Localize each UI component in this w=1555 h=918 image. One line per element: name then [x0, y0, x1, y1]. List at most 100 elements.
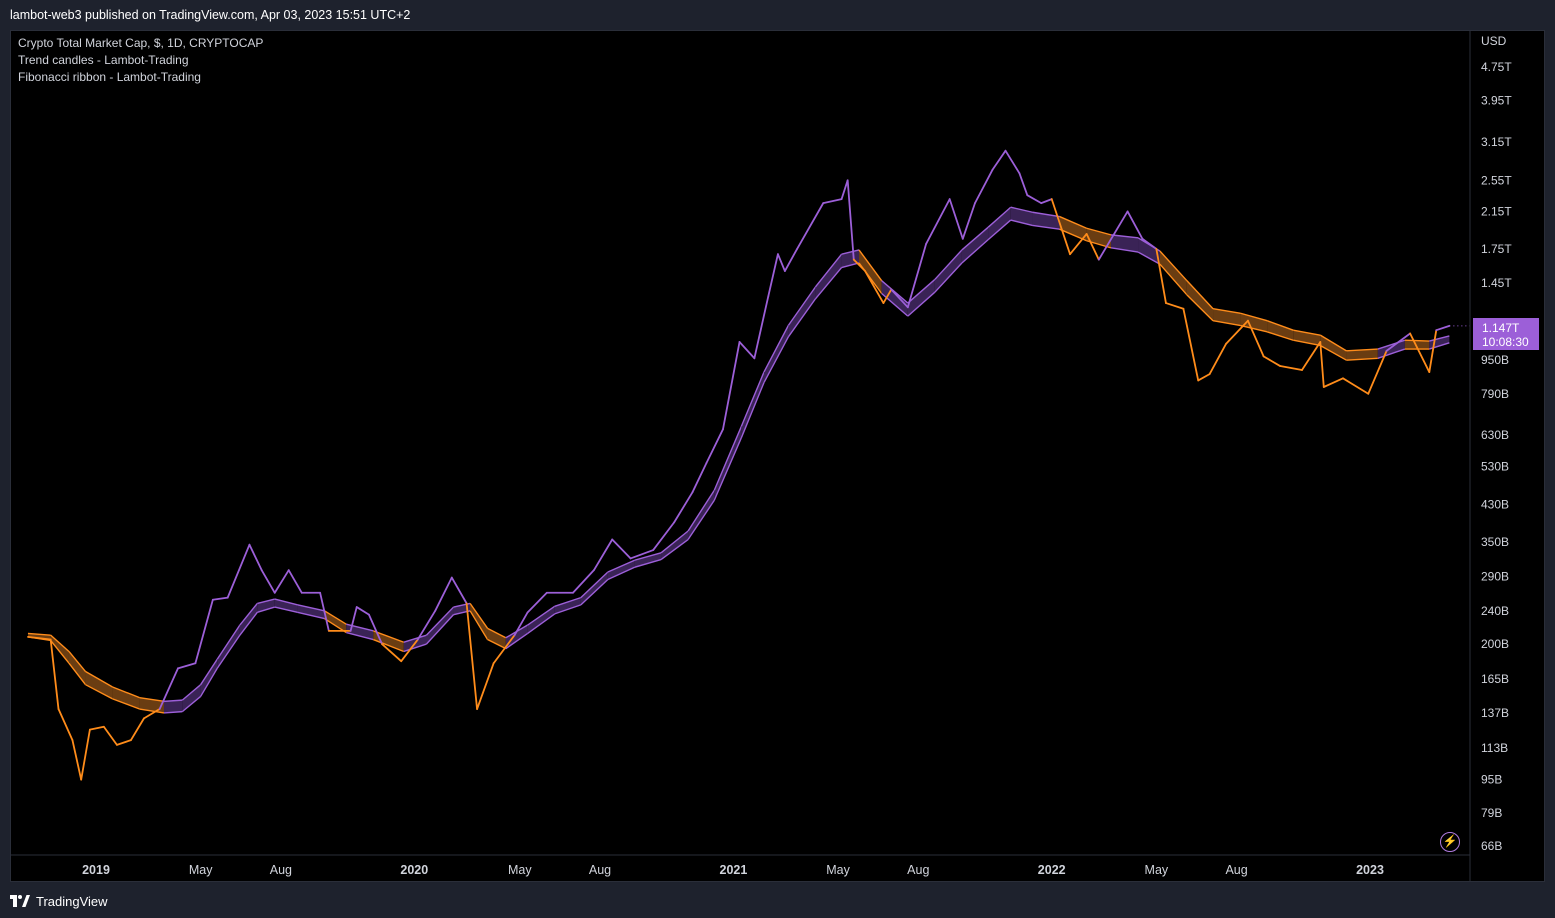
ribbon-upper-edge — [814, 253, 843, 288]
price-segment — [1342, 377, 1370, 395]
price-segment — [368, 613, 383, 645]
price-segment — [88, 725, 105, 731]
price-segment — [1301, 341, 1322, 371]
ribbon-upper-edge — [554, 596, 582, 607]
price-axis-tick-label: 95B — [1481, 773, 1502, 787]
ribbon-lower-edge — [961, 239, 989, 264]
ribbon-upper-edge — [713, 426, 742, 491]
last-price-label: 1.147T 10:08:30 — [1473, 318, 1539, 350]
ribbon-lower-edge — [257, 606, 275, 614]
ribbon-upper-edge — [1186, 280, 1214, 310]
price-axis-tick-label: 4.75T — [1481, 60, 1512, 74]
lightning-bolt-icon[interactable]: ⚡ — [1440, 832, 1460, 852]
ribbon-upper-edge — [1346, 348, 1378, 352]
time-axis-tick-label: May — [826, 863, 850, 877]
ribbon-lower-edge — [787, 298, 816, 338]
price-segment — [738, 341, 756, 360]
price-segment — [796, 202, 825, 250]
price-segment — [1018, 172, 1029, 197]
price-axis-tick-label: 630B — [1481, 428, 1509, 442]
ribbon-band-segment — [1186, 280, 1214, 321]
price-series — [27, 149, 1470, 781]
price-segment — [492, 634, 516, 665]
time-axis-tick-label: 2023 — [1356, 863, 1384, 877]
time-axis-tick-label: Aug — [907, 863, 929, 877]
ribbon-lower-edge — [814, 267, 843, 300]
price-segment — [1155, 248, 1167, 304]
price-segment — [1197, 373, 1211, 382]
price-segment — [1050, 198, 1071, 256]
legend-indicator-trend-candles[interactable]: Trend candles - Lambot-Trading — [18, 53, 189, 67]
ribbon-lower-edge — [1032, 224, 1060, 230]
ribbon-upper-edge — [1293, 329, 1321, 336]
price-axis-tick-label: 137B — [1481, 706, 1509, 720]
price-segment — [1126, 210, 1144, 240]
time-axis-tick-label: Aug — [589, 863, 611, 877]
time-axis: 2019 May Aug 2020 May Aug 2021 May Aug 2022 May Aug… — [82, 863, 1384, 877]
price-segment — [194, 598, 214, 665]
tradingview-brand[interactable]: TradingView — [10, 894, 108, 909]
ribbon-lower-edge — [50, 639, 70, 664]
ribbon-lower-edge — [346, 631, 374, 641]
ribbon-upper-edge — [1010, 206, 1033, 213]
ribbon-lower-edge — [907, 291, 936, 317]
ribbon-band-segment — [607, 560, 635, 580]
price-segment — [71, 739, 83, 781]
price-segment — [991, 149, 1007, 171]
ribbon-lower-edge — [200, 668, 218, 697]
price-axis-tick-label: 3.15T — [1481, 135, 1512, 149]
price-segment — [1085, 233, 1100, 261]
ribbon-upper-edge — [50, 634, 70, 652]
price-segment — [1319, 341, 1325, 388]
price-segment — [1004, 149, 1021, 175]
price-axis-tick-label: 66B — [1481, 839, 1502, 853]
price-axis-tick-label: 2.15T — [1481, 204, 1512, 218]
last-price: 1.147T — [1482, 321, 1520, 335]
time-axis-tick-label: Aug — [1225, 863, 1247, 877]
ribbon-upper-edge — [858, 249, 883, 282]
ribbon-band-segment — [527, 606, 555, 634]
ribbon-band-segment — [741, 372, 764, 438]
ribbon-band-segment — [1320, 335, 1347, 361]
ribbon-lower-edge — [607, 566, 636, 581]
ribbon-upper-edge — [297, 604, 325, 612]
ribbon-upper-edge — [239, 602, 258, 626]
price-axis-tick-label: 950B — [1481, 353, 1509, 367]
ribbon-lower-edge — [139, 708, 165, 714]
ribbon-lower-edge — [1346, 357, 1378, 361]
ribbon-band-segment — [688, 490, 715, 540]
ribbon-lower-edge — [1159, 263, 1188, 296]
ribbon-band-segment — [714, 426, 742, 501]
ribbon-lower-edge — [274, 606, 298, 614]
ribbon-lower-edge — [469, 610, 489, 640]
price-axis-tick-label: 1.75T — [1481, 242, 1512, 256]
ribbon-band-segment — [554, 597, 581, 614]
price-segment — [349, 606, 358, 632]
ribbon-upper-edge — [881, 280, 909, 304]
price-segment — [753, 295, 770, 360]
ribbon-upper-edge — [634, 552, 662, 561]
price-segment — [465, 602, 478, 710]
time-axis-tick-label: 2020 — [400, 863, 428, 877]
ribbon-upper-edge — [660, 530, 689, 554]
ribbon-upper-edge — [934, 249, 963, 280]
ribbon-band-segment — [1240, 313, 1268, 332]
ribbon-upper-edge — [346, 623, 374, 632]
chart-panel[interactable] — [10, 30, 1545, 882]
legend-symbol[interactable]: Crypto Total Market Cap, $, 1D, CRYPTOCA… — [18, 36, 264, 50]
legend-indicator-fibonacci-ribbon[interactable]: Fibonacci ribbon - Lambot-Trading — [18, 70, 201, 84]
ribbon-lower-edge — [1377, 348, 1406, 359]
ribbon-lower-edge — [1319, 344, 1347, 361]
price-segment — [822, 198, 843, 205]
price-segment — [260, 569, 276, 594]
time-axis-tick-label: May — [189, 863, 213, 877]
ribbon-upper-edge — [1159, 250, 1188, 282]
ribbon-band-segment — [881, 280, 908, 317]
ribbon-upper-edge — [139, 696, 165, 703]
ribbon-upper-edge — [27, 632, 51, 636]
price-segment — [1385, 332, 1412, 352]
ribbon-upper-edge — [527, 605, 556, 626]
price-segment — [974, 169, 994, 205]
ribbon-upper-edge — [163, 699, 183, 703]
